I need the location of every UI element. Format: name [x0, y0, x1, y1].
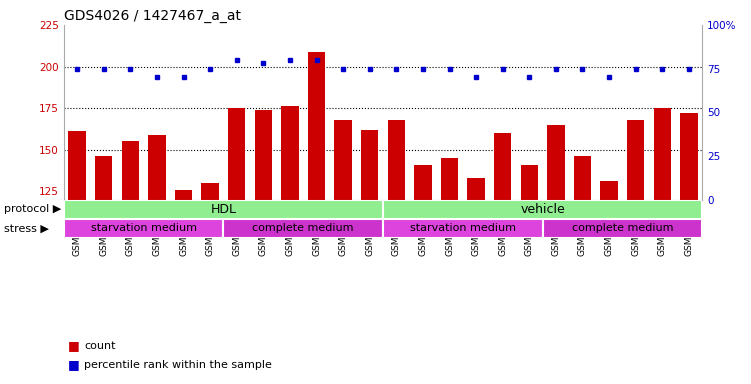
Bar	[64, 219, 224, 238]
Text: GDS4026 / 1427467_a_at: GDS4026 / 1427467_a_at	[64, 8, 241, 23]
Bar	[64, 200, 383, 219]
Bar	[388, 120, 405, 200]
Bar	[543, 219, 702, 238]
Bar	[201, 183, 219, 200]
Bar	[676, 25, 702, 200]
Bar	[494, 133, 511, 200]
Bar	[224, 25, 250, 200]
Bar	[308, 51, 325, 200]
Bar	[361, 130, 379, 200]
Bar	[175, 190, 192, 200]
Bar	[95, 156, 113, 200]
Text: percentile rank within the sample: percentile rank within the sample	[84, 360, 272, 370]
Bar	[122, 141, 139, 200]
Text: protocol ▶: protocol ▶	[4, 204, 61, 214]
Text: count: count	[84, 341, 116, 351]
Bar	[330, 25, 357, 200]
Bar	[68, 131, 86, 200]
Bar	[197, 25, 224, 200]
Text: stress ▶: stress ▶	[4, 223, 49, 233]
Bar	[409, 25, 436, 200]
Text: complete medium: complete medium	[252, 223, 354, 233]
Text: complete medium: complete medium	[572, 223, 673, 233]
Bar	[574, 156, 591, 200]
Bar	[117, 25, 143, 200]
Bar	[516, 25, 543, 200]
Bar	[490, 25, 516, 200]
Text: starvation medium: starvation medium	[410, 223, 516, 233]
Bar	[596, 25, 623, 200]
Text: ■: ■	[68, 358, 83, 371]
Bar	[547, 125, 565, 200]
Bar	[649, 25, 676, 200]
Bar	[680, 113, 698, 200]
Text: HDL: HDL	[210, 203, 237, 216]
Bar	[148, 135, 165, 200]
Bar	[415, 165, 432, 200]
Bar	[228, 108, 246, 200]
Bar	[383, 200, 702, 219]
Bar	[383, 219, 542, 238]
Bar	[303, 25, 330, 200]
Bar	[170, 25, 197, 200]
Bar	[334, 120, 351, 200]
Text: starvation medium: starvation medium	[91, 223, 197, 233]
Bar	[543, 25, 569, 200]
Bar	[436, 25, 463, 200]
Bar	[357, 25, 383, 200]
Bar	[383, 25, 409, 200]
Bar	[653, 108, 671, 200]
Bar	[627, 120, 644, 200]
Bar	[255, 110, 272, 200]
Text: vehicle: vehicle	[520, 203, 565, 216]
Bar	[143, 25, 170, 200]
Bar	[467, 178, 484, 200]
Bar	[224, 219, 383, 238]
Bar	[623, 25, 649, 200]
Bar	[441, 158, 458, 200]
Bar	[276, 25, 303, 200]
Bar	[520, 165, 538, 200]
Bar	[601, 181, 618, 200]
Text: ■: ■	[68, 339, 83, 352]
Bar	[282, 106, 299, 200]
Bar	[64, 25, 90, 200]
Bar	[250, 25, 276, 200]
Bar	[463, 25, 490, 200]
Bar	[569, 25, 596, 200]
Bar	[90, 25, 117, 200]
